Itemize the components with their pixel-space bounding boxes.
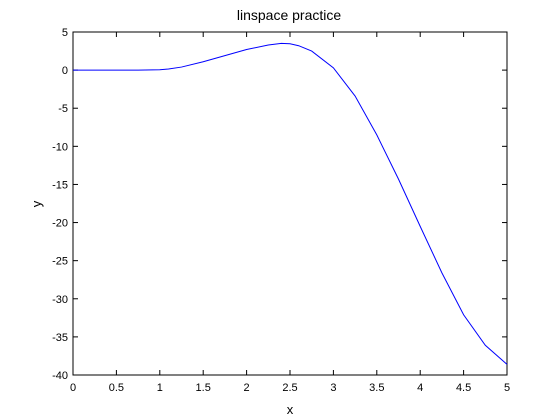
x-tick-label: 4 [417, 382, 423, 394]
y-tick-label: -40 [52, 370, 68, 382]
x-axis-label: x [287, 402, 294, 417]
y-tick-label: -5 [58, 103, 68, 115]
y-tick-label: 0 [62, 65, 68, 77]
y-axis-label: y [29, 200, 44, 207]
plot-frame [73, 32, 507, 375]
x-tick-label: 4.5 [456, 382, 471, 394]
x-tick-label: 0.5 [109, 382, 124, 394]
x-tick-label: 1.5 [196, 382, 211, 394]
x-tick-label: 3 [330, 382, 336, 394]
x-tick-label: 3.5 [369, 382, 384, 394]
x-tick-label: 5 [504, 382, 510, 394]
y-tick-label: -15 [52, 179, 68, 191]
x-tick-label: 2.5 [282, 382, 297, 394]
y-tick-label: -35 [52, 332, 68, 344]
chart-title: linspace practice [237, 7, 341, 23]
y-tick-label: -30 [52, 294, 68, 306]
y-tick-label: -20 [52, 218, 68, 230]
x-tick-label: 0 [70, 382, 76, 394]
y-tick-label: -25 [52, 256, 68, 268]
y-tick-label: -10 [52, 141, 68, 153]
x-tick-label: 2 [244, 382, 250, 394]
y-tick-label: 5 [62, 27, 68, 39]
x-tick-label: 1 [157, 382, 163, 394]
